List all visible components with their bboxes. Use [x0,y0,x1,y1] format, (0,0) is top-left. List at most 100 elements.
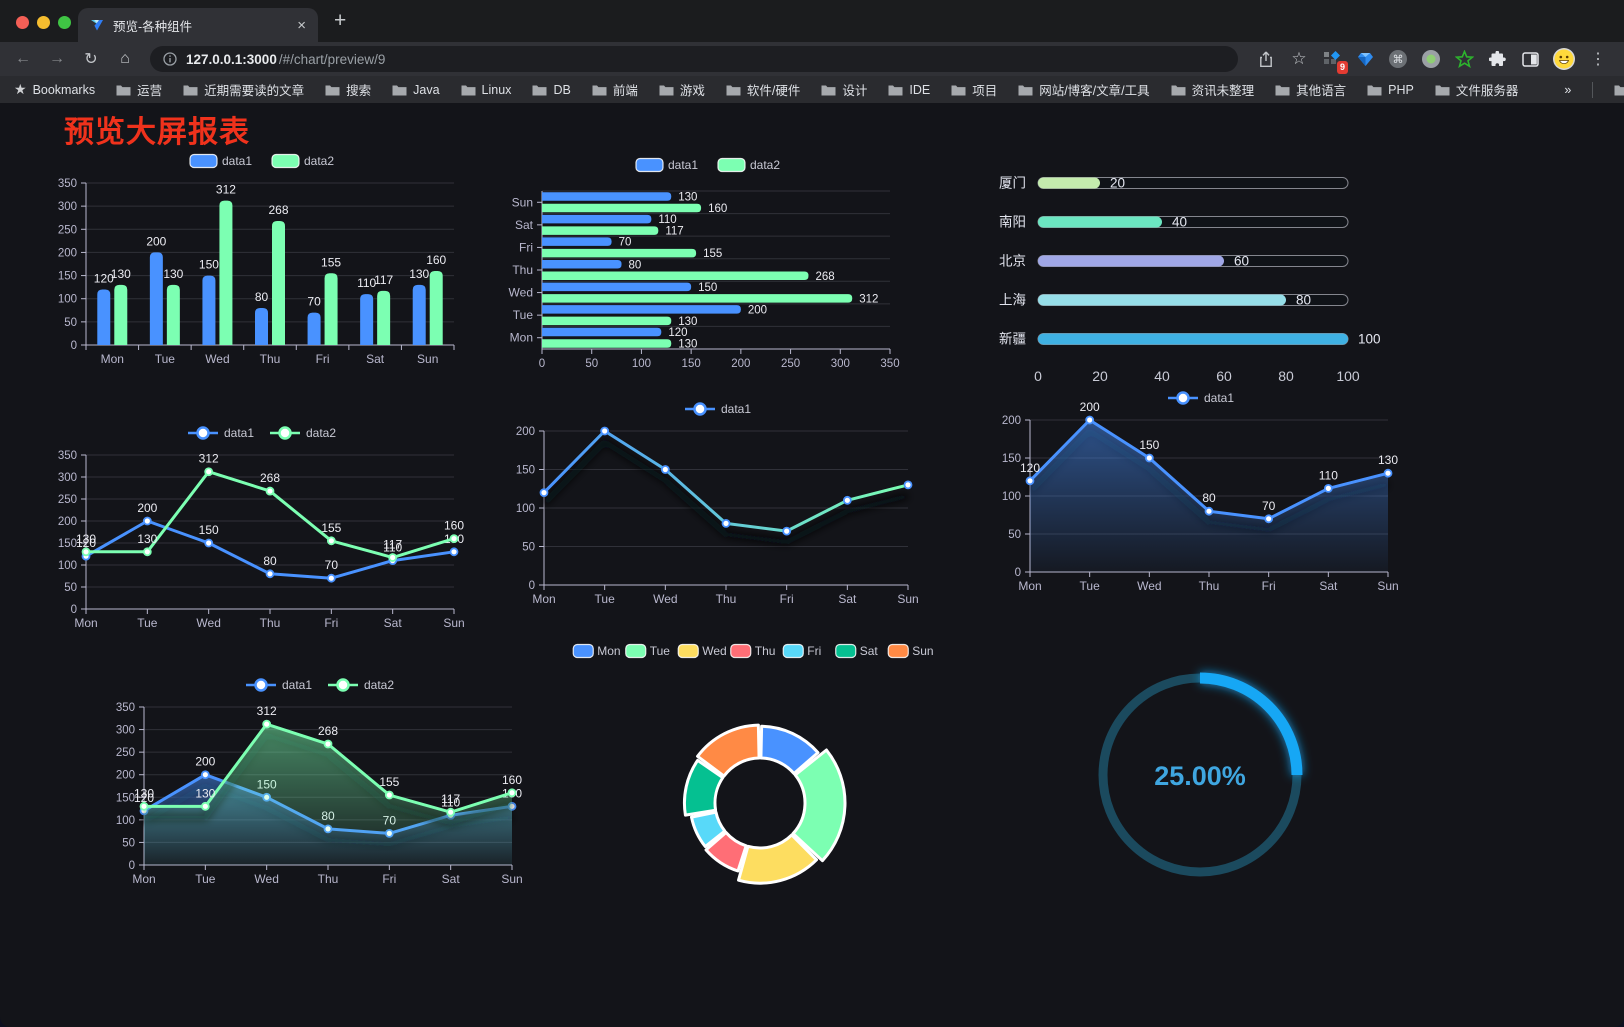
window-maximize-button[interactable] [58,16,71,29]
bookmark-folder[interactable]: IDE [888,83,930,97]
svg-text:70: 70 [619,237,632,249]
svg-text:150: 150 [516,465,535,477]
svg-text:南阳: 南阳 [999,215,1026,230]
svg-text:Sun: Sun [512,195,533,209]
capsule-progress-chart[interactable]: 厦门 20 南阳 40 北京 60 上海 80 新疆 100 0 20 40 60 80 100 [976,155,1406,393]
home-icon[interactable]: ⌂ [120,50,130,67]
svg-text:Wed: Wed [196,616,220,630]
dual-area-chart[interactable]: 0 50 100 150 200 250 300 350 data1 data2 Mon Tue Wed… [94,671,528,891]
bookmark-folder[interactable]: 前端 [592,80,638,99]
area-dual-canvas[interactable]: 0 50 100 150 200 250 300 350 data1 data2 Mon Tue Wed… [94,671,528,891]
bookmarks-overflow-chevron[interactable]: » [1564,82,1572,97]
bookmark-star-icon[interactable]: ☆ [1291,49,1307,68]
svg-text:Mon: Mon [510,331,533,345]
forward-icon[interactable]: → [49,50,65,67]
bookmark-folder[interactable]: 其他语言 [1275,80,1346,99]
svg-text:80: 80 [1278,368,1294,384]
profile-avatar[interactable] [1553,48,1575,70]
window-close-button[interactable] [16,16,29,29]
bookmark-folder[interactable]: 近期需要读的文章 [183,80,304,99]
svg-text:100: 100 [632,358,651,370]
bookmark-folder[interactable]: 搜索 [325,80,371,99]
line-dual-canvas[interactable]: 0 50 100 150 200 250 300 350 data1 data2 Mon Tue Wed… [36,419,470,635]
rose-donut-chart[interactable]: Mon Tue Wed Thu Fri Sat Sun [553,631,957,931]
window-minimize-button[interactable] [37,16,50,29]
ext-dot-circle-icon[interactable] [1421,49,1441,69]
svg-text:268: 268 [268,203,288,217]
svg-text:Mon: Mon [74,616,97,630]
site-info-icon[interactable] [163,52,177,66]
split-view-icon[interactable] [1520,49,1540,69]
bookmark-folder[interactable]: 项目 [951,80,997,99]
bookmark-folder[interactable]: Linux [461,83,511,97]
ext-grid-diamond-icon[interactable]: 9 [1322,49,1348,74]
svg-text:0: 0 [71,604,77,616]
svg-text:200: 200 [1002,415,1021,427]
svg-text:0: 0 [1015,567,1021,579]
svg-text:150: 150 [698,282,717,294]
ext-green-star-icon[interactable] [1454,49,1474,69]
svg-text:312: 312 [199,452,219,466]
svg-text:新疆: 新疆 [999,332,1026,347]
bookmark-folder[interactable]: 运营 [116,80,162,99]
svg-text:50: 50 [522,542,535,554]
svg-text:Wed: Wed [1137,579,1161,593]
svg-text:50: 50 [64,582,77,594]
svg-text:80: 80 [629,259,642,271]
extensions-puzzle-icon[interactable] [1487,49,1507,69]
bookmark-folder[interactable]: 游戏 [659,80,705,99]
address-bar[interactable]: 127.0.0.1:3000/#/chart/preview/9 [150,46,1238,72]
bookmark-folder[interactable]: 设计 [821,80,867,99]
new-tab-button[interactable]: + [334,9,347,32]
svg-text:130: 130 [678,316,697,328]
svg-text:Tue: Tue [155,352,176,366]
menu-kebab-icon[interactable]: ⋮ [1590,51,1606,68]
svg-text:110: 110 [1319,468,1338,482]
browser-tab[interactable]: 预览-各种组件 × [78,8,318,42]
svg-text:Mon: Mon [132,872,155,886]
rose-pie-canvas[interactable]: Mon Tue Wed Thu Fri Sat Sun [553,631,957,931]
svg-text:70: 70 [1262,499,1276,513]
svg-text:120: 120 [668,327,687,339]
bar-horizontal-canvas[interactable]: data1 data2 0 50 100 150 200 250 300 350 Mon Tue Wed… [494,151,924,375]
reload-icon[interactable]: ↻ [84,51,98,68]
svg-text:Wed: Wed [205,352,229,366]
capsule-canvas[interactable]: 厦门 20 南阳 40 北京 60 上海 80 新疆 100 0 20 40 60 80 100 [976,155,1406,393]
svg-text:268: 268 [260,471,280,485]
grouped-bar-chart[interactable]: 0 50 100 150 200 250 300 350 data1 data2 Mon Tue Wed… [36,147,470,371]
svg-text:268: 268 [318,724,338,738]
svg-text:200: 200 [748,304,767,316]
area-single-canvas[interactable]: 0 50 100 150 200 data1 Mon Tue Wed Thu Fri Sat Sun 12… [980,384,1404,598]
bookmark-folder[interactable]: 软件/硬件 [726,80,800,99]
gauge-canvas[interactable]: 25.00% [1048,627,1352,909]
bookmark-folder[interactable]: 网站/博客/文章/工具 [1018,80,1150,99]
dual-line-chart[interactable]: 0 50 100 150 200 250 300 350 data1 data2 Mon Tue Wed… [36,419,470,635]
ext-gem-icon[interactable] [1355,49,1375,69]
svg-text:60: 60 [1216,368,1232,384]
horizontal-bar-chart[interactable]: data1 data2 0 50 100 150 200 250 300 350 Mon Tue Wed… [494,151,924,375]
share-icon[interactable] [1256,49,1276,69]
back-icon[interactable]: ← [15,50,31,67]
single-area-chart[interactable]: 0 50 100 150 200 data1 Mon Tue Wed Thu Fri Sat Sun 12… [980,384,1404,598]
svg-text:data1: data1 [668,158,698,172]
bookmark-folder[interactable]: PHP [1367,83,1414,97]
other-bookmarks[interactable]: 其他书签 [1614,80,1624,99]
line-gradient-canvas[interactable]: 0 50 100 150 200 data1 Mon Tue Wed Thu Fri Sat Sun [494,395,924,611]
svg-text:0: 0 [71,340,77,352]
svg-text:250: 250 [781,358,800,370]
svg-text:200: 200 [116,770,135,782]
tab-close-button[interactable]: × [297,16,306,34]
bookmarks-manager[interactable]: ★ Bookmarks [14,81,95,98]
svg-text:Tue: Tue [595,592,616,606]
bookmark-folder[interactable]: 资讯未整理 [1171,80,1254,99]
progress-gauge-chart[interactable]: 25.00% [1048,627,1352,909]
gradient-line-chart[interactable]: 0 50 100 150 200 data1 Mon Tue Wed Thu Fri Sat Sun [494,395,924,611]
bar-vertical-canvas[interactable]: 0 50 100 150 200 250 300 350 data1 data2 Mon Tue Wed… [36,147,470,371]
svg-text:350: 350 [116,702,135,714]
bookmark-folder[interactable]: 文件服务器 [1435,80,1518,99]
bookmark-folder[interactable]: Java [392,83,440,97]
bookmark-folder[interactable]: DB [532,83,571,97]
svg-text:117: 117 [374,273,393,287]
ext-command-circle-icon[interactable]: ⌘ [1388,49,1408,69]
